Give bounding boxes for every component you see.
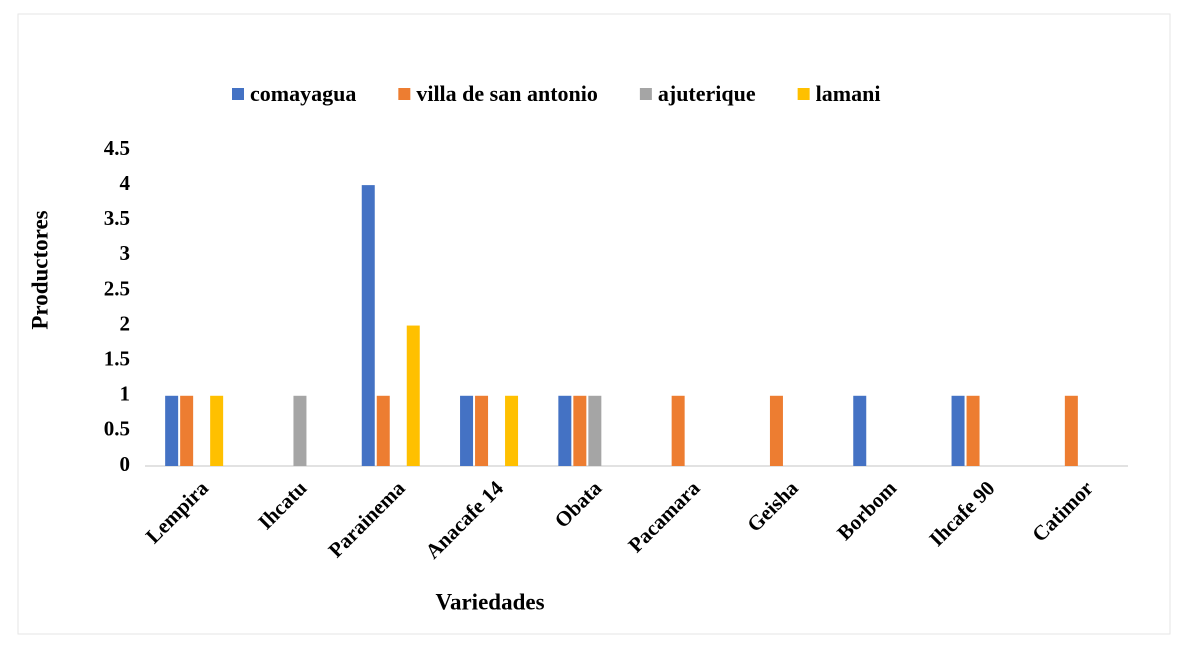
bar [475, 395, 489, 466]
legend-label: comayagua [250, 81, 356, 106]
bar [558, 395, 572, 466]
bar [361, 185, 375, 466]
bar [165, 395, 179, 466]
legend-label: ajuterique [658, 81, 756, 106]
bar [588, 395, 602, 466]
y-tick-label: 2.5 [104, 276, 130, 300]
y-tick-label: 2 [120, 311, 131, 335]
bar [769, 395, 783, 466]
bar [210, 395, 224, 466]
y-tick-label: 4.5 [104, 136, 130, 160]
y-tick-label: 0 [120, 452, 131, 476]
bar [573, 395, 587, 466]
y-tick-label: 1.5 [104, 346, 130, 370]
y-axis-title: Productores [27, 210, 52, 329]
bar [460, 395, 474, 466]
x-axis-title: Variedades [435, 589, 544, 614]
bar [951, 395, 965, 466]
legend-swatch [398, 88, 411, 100]
bar [293, 395, 307, 466]
legend-swatch [797, 88, 810, 100]
y-tick-label: 3.5 [104, 206, 130, 230]
bar [853, 395, 867, 466]
legend-label: lamani [816, 81, 881, 106]
bar [1064, 395, 1078, 466]
bar [406, 325, 420, 466]
legend-label: villa de san antonio [416, 81, 598, 106]
bar [180, 395, 194, 466]
bar [966, 395, 980, 466]
y-tick-label: 3 [120, 241, 131, 265]
y-tick-label: 1 [120, 382, 131, 406]
chart-frame [17, 13, 1171, 635]
bar [376, 395, 390, 466]
y-tick-label: 4 [120, 171, 131, 195]
y-tick-label: 0.5 [104, 417, 130, 441]
legend-swatch [232, 88, 244, 100]
legend-swatch [639, 88, 652, 100]
bar [505, 395, 519, 466]
bar [671, 395, 685, 466]
